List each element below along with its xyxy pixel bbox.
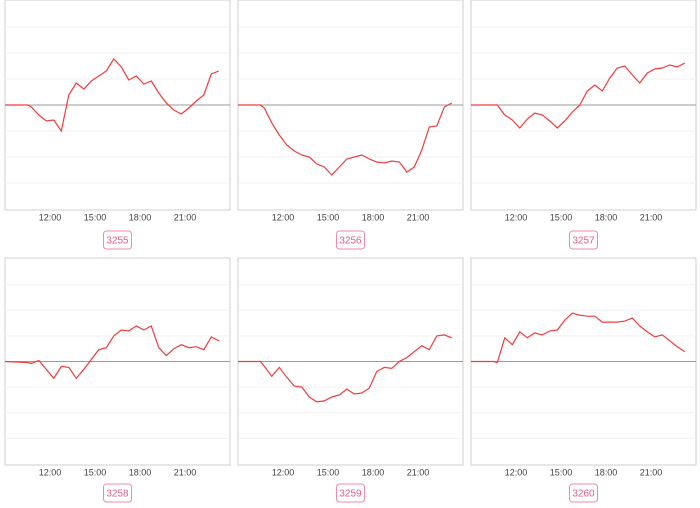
x-tick-label: 12:00 — [505, 467, 528, 477]
stock-button-label[interactable]: 3255 — [106, 236, 129, 247]
x-tick-label: 18:00 — [129, 467, 152, 477]
stock-button[interactable] — [569, 230, 598, 250]
stock-button[interactable] — [336, 483, 365, 503]
x-tick-label: 21:00 — [174, 467, 197, 477]
stock-button[interactable] — [103, 230, 132, 250]
x-tick-label: 18:00 — [129, 212, 152, 222]
x-tick-label: 12:00 — [39, 212, 62, 222]
price-line — [238, 334, 453, 403]
stock-button-label[interactable]: 3257 — [572, 236, 595, 247]
x-tick-label: 15:00 — [550, 467, 573, 477]
stock-button[interactable] — [569, 483, 598, 503]
x-tick-label: 12:00 — [272, 467, 295, 477]
x-tick-label: 15:00 — [550, 212, 573, 222]
x-tick-label: 18:00 — [595, 467, 618, 477]
x-tick-label: 21:00 — [174, 212, 197, 222]
price-line — [471, 312, 686, 364]
x-tick-label: 12:00 — [39, 467, 62, 477]
price-line — [5, 58, 220, 133]
stock-button-label[interactable]: 3256 — [339, 236, 362, 247]
x-tick-label: 12:00 — [272, 212, 295, 222]
x-tick-label: 15:00 — [317, 467, 340, 477]
x-tick-label: 18:00 — [362, 467, 385, 477]
x-tick-label: 15:00 — [84, 212, 107, 222]
stock-button[interactable] — [336, 230, 365, 250]
stock-button-label[interactable]: 3260 — [572, 489, 595, 500]
stock-button[interactable] — [103, 483, 132, 503]
x-tick-label: 18:00 — [595, 212, 618, 222]
x-tick-label: 15:00 — [317, 212, 340, 222]
x-tick-label: 12:00 — [505, 212, 528, 222]
x-tick-label: 15:00 — [84, 467, 107, 477]
x-tick-label: 21:00 — [407, 212, 430, 222]
price-line — [471, 62, 686, 129]
x-tick-label: 21:00 — [640, 212, 663, 222]
price-line — [238, 102, 453, 176]
stock-button-label[interactable]: 3259 — [339, 489, 362, 500]
stock-button-label[interactable]: 3258 — [106, 489, 129, 500]
x-tick-label: 21:00 — [407, 467, 430, 477]
price-line — [4, 325, 220, 380]
x-tick-label: 18:00 — [362, 212, 385, 222]
x-tick-label: 21:00 — [640, 467, 663, 477]
